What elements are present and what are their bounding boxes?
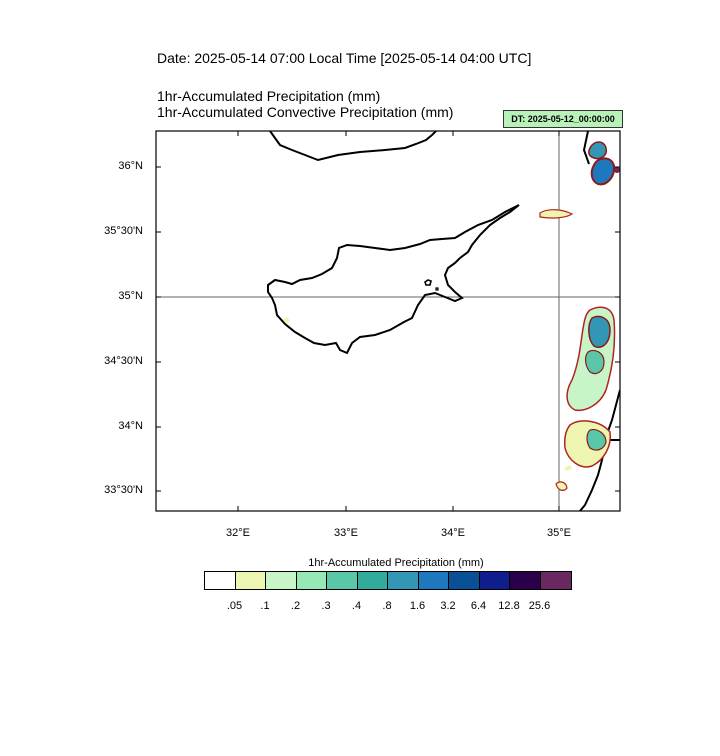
colorbar-cell-7 [418,572,449,589]
colorbar-cell-1 [235,572,266,589]
precip-cell-islands [539,209,574,219]
colorbar-cell-10 [510,572,541,589]
colorbar-cell-11 [540,572,571,589]
colorbar-label-0: .05 [226,600,243,612]
colorbar-cell-6 [388,572,419,589]
lat-label-34-30n: 34°30'N [104,355,143,367]
precip-core-main [588,315,611,349]
colorbar-label-5: .8 [382,600,392,612]
islet-1 [424,279,432,286]
date-line: Date: 2025-05-14 07:00 Local Time [2025-… [157,50,532,66]
colorbar-cell-9 [479,572,510,589]
colorbar-cell-5 [357,572,388,589]
colorbar-title: 1hr-Accumulated Precipitation (mm) [308,557,484,569]
colorbar-cell-2 [266,572,297,589]
colorbar-label-9: 12.8 [498,600,520,612]
title-convective-precipitation: 1hr-Accumulated Convective Precipitation… [157,104,454,120]
colorbar-label-7: 3.2 [440,600,456,612]
precip-cell-north-2 [590,157,616,186]
lat-label-34n: 34°N [118,420,143,432]
colorbar-cell-4 [327,572,358,589]
lat-label-36n: 36°N [118,160,143,172]
precip-cell-cyprus-west [283,317,290,324]
precip-cell-north-1 [588,141,608,160]
turkey-coastline [269,131,437,162]
colorbar-label-6: 1.6 [409,600,426,612]
colorbar-label-2: .2 [290,600,301,612]
colorbar-label-10: 25.6 [528,600,551,612]
islet-2 [435,287,439,291]
colorbar-cell-3 [296,572,327,589]
lat-label-33-30n: 33°30'N [104,484,143,496]
colorbar-cell-0 [205,572,236,589]
cyprus-coastline [267,204,520,355]
map-frame [155,130,621,512]
lon-label-35e: 35°E [547,527,571,539]
precip-cell-sw [564,465,572,471]
dt-label: DT: 2025-05-12_00:00:00 [503,110,623,128]
turkey-coastline-east [582,131,590,165]
colorbar-label-4: .4 [351,600,362,612]
precip-cells [283,141,620,491]
colorbar-label-3: .3 [321,600,331,612]
lat-label-35n: 35°N [118,290,143,302]
precip-cell-north-3 [614,167,620,173]
precip-core-mid [584,349,605,375]
lon-label-34e: 34°E [441,527,465,539]
lon-label-33e: 33°E [334,527,358,539]
precip-core-south [586,429,607,451]
colorbar [204,571,572,590]
precip-cell-far-south [555,481,568,491]
colorbar-label-1: .1 [260,600,270,612]
colorbar-cell-8 [449,572,480,589]
lat-label-35-30n: 35°30'N [104,225,143,237]
title-precipitation: 1hr-Accumulated Precipitation (mm) [157,88,381,104]
colorbar-label-8: 6.4 [470,600,487,612]
lon-label-32e: 32°E [226,527,250,539]
axis-ticks [156,131,620,511]
